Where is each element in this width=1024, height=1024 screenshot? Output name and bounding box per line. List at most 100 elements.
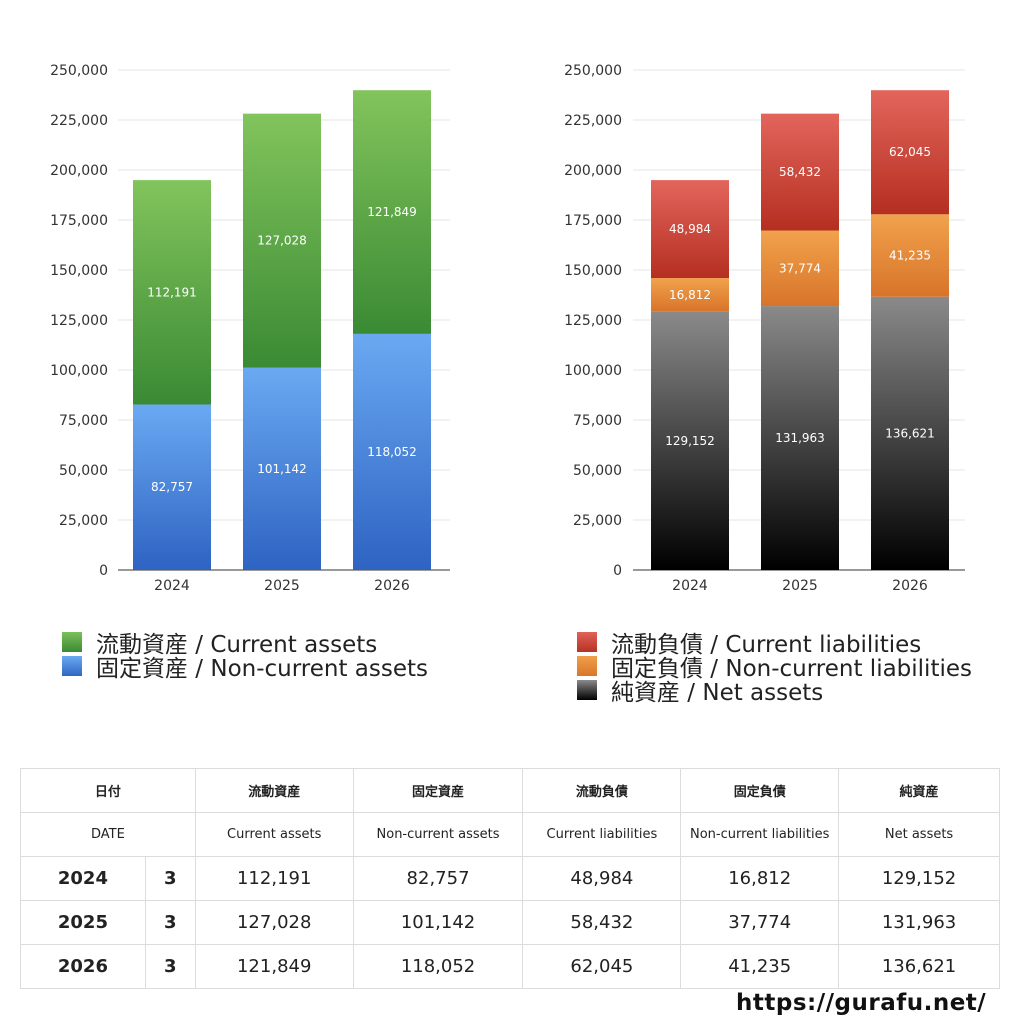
bar-value-label: 62,045 (889, 145, 931, 159)
header-current-liabilities-jp: 流動負債 (522, 768, 682, 813)
header-current-liabilities-en: Current liabilities (522, 812, 682, 857)
cell-non-current-liabilities: 41,235 (680, 944, 840, 989)
bar-value-label: 127,028 (257, 234, 307, 248)
y-tick-label: 250,000 (564, 63, 622, 79)
charts-canvas: 0 25,000 50,000 75,000 100,000 125,000 150,000… (50, 63, 965, 594)
bar-segment (133, 404, 211, 570)
header-current-assets-en: Current assets (194, 812, 354, 857)
header-non-current-liabilities-en: Non-current liabilities (680, 812, 840, 857)
x-tick-label: 2024 (154, 578, 190, 594)
bar-segment (353, 333, 431, 570)
row-year: 2025 (20, 900, 146, 945)
header-net-assets-en: Net assets (838, 812, 1000, 857)
header-date-jp: 日付 (20, 768, 196, 813)
y-tick-label: 150,000 (564, 263, 622, 279)
legend-swatch-orange (577, 656, 597, 676)
bar-segment (761, 113, 839, 231)
header-non-current-assets-en: Non-current assets (352, 812, 524, 857)
y-tick-label: 225,000 (564, 113, 622, 129)
bar-segment (651, 278, 729, 312)
legend-item-net-assets: 純資産 / Net assets (577, 678, 972, 706)
y-tick-label: 100,000 (50, 363, 108, 379)
row-month: 3 (144, 900, 196, 945)
cell-non-current-assets: 101,142 (352, 900, 524, 945)
legend-item-current-liabilities: 流動負債 / Current liabilities (577, 630, 972, 658)
y-tick-label: 175,000 (564, 213, 622, 229)
bar-value-label: 48,984 (669, 222, 711, 236)
bar-segment (761, 306, 839, 570)
legend-label: 固定資産 / Non-current assets (96, 656, 429, 682)
bar-segment (651, 180, 729, 279)
bar-value-label: 101,142 (257, 462, 307, 476)
bar-segment (133, 180, 211, 405)
y-tick-label: 100,000 (564, 363, 622, 379)
y-tick-label: 50,000 (573, 463, 622, 479)
row-year: 2024 (20, 856, 146, 901)
legend-label: 流動負債 / Current liabilities (611, 632, 922, 658)
cell-current-assets: 112,191 (194, 856, 354, 901)
y-tick-label: 175,000 (50, 213, 108, 229)
x-tick-label: 2026 (892, 578, 928, 594)
row-month: 3 (144, 856, 196, 901)
bar-value-label: 16,812 (669, 288, 711, 302)
x-tick-label: 2025 (264, 578, 300, 594)
row-year: 2026 (20, 944, 146, 989)
cell-net-assets: 136,621 (838, 944, 1000, 989)
cell-current-assets: 127,028 (194, 900, 354, 945)
legend-label: 固定負債 / Non-current liabilities (611, 656, 972, 682)
y-tick-label: 150,000 (50, 263, 108, 279)
data-table: 日付 流動資産 固定資産 流動負債 固定負債 純資産 DATE Current … (20, 768, 1000, 989)
table-header-jp: 日付 流動資産 固定資産 流動負債 固定負債 純資産 (20, 768, 1000, 813)
cell-current-assets: 121,849 (194, 944, 354, 989)
table-header-en: DATE Current assets Non-current assets C… (20, 812, 1000, 857)
bar-value-label: 37,774 (779, 261, 821, 275)
y-tick-label: 50,000 (59, 463, 108, 479)
bar-segment (871, 214, 949, 297)
y-tick-label: 25,000 (573, 513, 622, 529)
bar-value-label: 112,191 (147, 285, 197, 299)
cell-non-current-assets: 82,757 (352, 856, 524, 901)
bar-value-label: 136,621 (885, 426, 935, 440)
bar-value-label: 41,235 (889, 249, 931, 263)
bar-segment (243, 367, 321, 570)
bar-segment (243, 113, 321, 368)
legend-label: 純資産 / Net assets (611, 680, 824, 706)
table-row: 2026 3 121,849 118,052 62,045 41,235 136… (20, 944, 1000, 989)
table-row: 2024 3 112,191 82,757 48,984 16,812 129,… (20, 856, 1000, 901)
x-tick-label: 2025 (782, 578, 818, 594)
x-tick-label: 2024 (672, 578, 708, 594)
legend-item-non-current-liabilities: 固定負債 / Non-current liabilities (577, 654, 972, 682)
header-date-en: DATE (20, 812, 196, 857)
y-tick-label: 125,000 (50, 313, 108, 329)
y-tick-label: 25,000 (59, 513, 108, 529)
cell-net-assets: 131,963 (838, 900, 1000, 945)
header-current-assets-jp: 流動資産 (194, 768, 354, 813)
legend-item-current-assets: 流動資産 / Current assets (62, 630, 428, 658)
y-tick-label: 225,000 (50, 113, 108, 129)
bar-value-label: 118,052 (367, 445, 417, 459)
cell-net-assets: 129,152 (838, 856, 1000, 901)
cell-non-current-assets: 118,052 (352, 944, 524, 989)
bar-segment (353, 90, 431, 334)
legend-item-non-current-assets: 固定資産 / Non-current assets (62, 654, 428, 682)
y-tick-label: 200,000 (564, 163, 622, 179)
bar-value-label: 131,963 (775, 431, 825, 445)
bar-segment (761, 230, 839, 307)
liabilities-chart: 0 25,000 50,000 75,000 100,000 125,000 150,000… (564, 63, 965, 594)
y-tick-label: 75,000 (59, 413, 108, 429)
y-tick-label: 0 (613, 563, 622, 579)
site-url[interactable]: https://gurafu.net/ (736, 990, 987, 1016)
cell-non-current-liabilities: 37,774 (680, 900, 840, 945)
cell-current-liabilities: 62,045 (522, 944, 682, 989)
bar-value-label: 82,757 (151, 480, 193, 494)
y-tick-label: 200,000 (50, 163, 108, 179)
bar-value-label: 129,152 (665, 434, 715, 448)
bar-value-label: 58,432 (779, 165, 821, 179)
x-tick-label: 2026 (374, 578, 410, 594)
legend-swatch-red (577, 632, 597, 652)
legend-swatch-blue (62, 656, 82, 676)
header-net-assets-jp: 純資産 (838, 768, 1000, 813)
legend-swatch-black (577, 680, 597, 700)
y-tick-label: 250,000 (50, 63, 108, 79)
legend-label: 流動資産 / Current assets (96, 632, 378, 658)
